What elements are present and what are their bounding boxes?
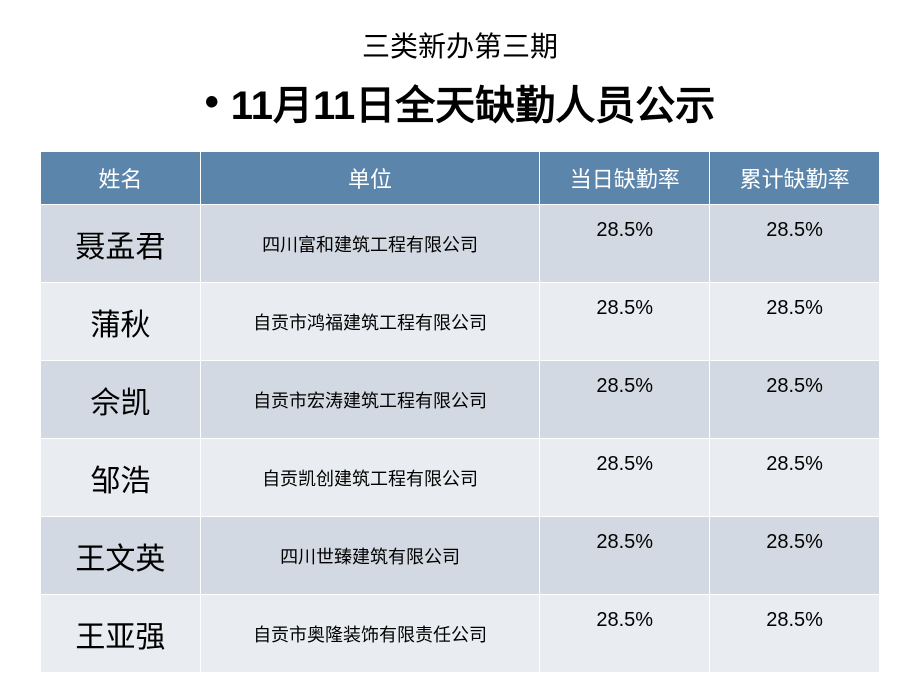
cell-name: 聂孟君 [41, 205, 201, 283]
table-row: 聂孟君 四川富和建筑工程有限公司 28.5% 28.5% [41, 205, 880, 283]
cell-unit: 自贡市鸿福建筑工程有限公司 [200, 283, 540, 361]
cell-total-rate: 28.5% [710, 517, 880, 595]
table-row: 王亚强 自贡市奥隆装饰有限责任公司 28.5% 28.5% [41, 595, 880, 673]
cell-unit: 自贡市奥隆装饰有限责任公司 [200, 595, 540, 673]
cell-total-rate: 28.5% [710, 361, 880, 439]
table-row: 邹浩 自贡凯创建筑工程有限公司 28.5% 28.5% [41, 439, 880, 517]
cell-daily-rate: 28.5% [540, 283, 710, 361]
header-name: 姓名 [41, 152, 201, 205]
table-header-row: 姓名 单位 当日缺勤率 累计缺勤率 [41, 152, 880, 205]
cell-name: 王文英 [41, 517, 201, 595]
cell-name: 王亚强 [41, 595, 201, 673]
page-subtitle: 三类新办第三期 [40, 25, 880, 65]
cell-name: 邹浩 [41, 439, 201, 517]
cell-unit: 四川世臻建筑有限公司 [200, 517, 540, 595]
header-daily-rate: 当日缺勤率 [540, 152, 710, 205]
cell-total-rate: 28.5% [710, 595, 880, 673]
header-total-rate: 累计缺勤率 [710, 152, 880, 205]
cell-daily-rate: 28.5% [540, 361, 710, 439]
cell-daily-rate: 28.5% [540, 205, 710, 283]
cell-unit: 自贡凯创建筑工程有限公司 [200, 439, 540, 517]
cell-unit: 自贡市宏涛建筑工程有限公司 [200, 361, 540, 439]
cell-daily-rate: 28.5% [540, 517, 710, 595]
cell-name: 佘凯 [41, 361, 201, 439]
title-bullet: • [205, 80, 219, 125]
title-row: • 11月11日全天缺勤人员公示 [40, 73, 880, 131]
page-title: 11月11日全天缺勤人员公示 [231, 73, 716, 131]
cell-total-rate: 28.5% [710, 439, 880, 517]
cell-daily-rate: 28.5% [540, 595, 710, 673]
cell-total-rate: 28.5% [710, 205, 880, 283]
attendance-table: 姓名 单位 当日缺勤率 累计缺勤率 聂孟君 四川富和建筑工程有限公司 28.5%… [40, 151, 880, 673]
table-row: 蒲秋 自贡市鸿福建筑工程有限公司 28.5% 28.5% [41, 283, 880, 361]
header-unit: 单位 [200, 152, 540, 205]
cell-name: 蒲秋 [41, 283, 201, 361]
cell-daily-rate: 28.5% [540, 439, 710, 517]
cell-unit: 四川富和建筑工程有限公司 [200, 205, 540, 283]
cell-total-rate: 28.5% [710, 283, 880, 361]
table-row: 佘凯 自贡市宏涛建筑工程有限公司 28.5% 28.5% [41, 361, 880, 439]
table-row: 王文英 四川世臻建筑有限公司 28.5% 28.5% [41, 517, 880, 595]
